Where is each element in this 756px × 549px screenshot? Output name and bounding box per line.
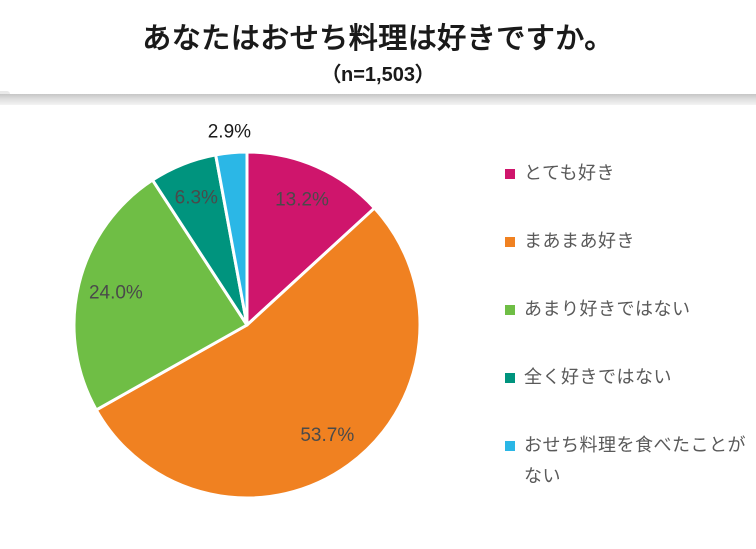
pie-slice-5 [214, 150, 249, 327]
legend-item-3: あまり好きではない [505, 294, 750, 325]
page-title: あなたはおせち料理は好きですか。 [142, 23, 614, 55]
chart-area: 13.2% 53.7% 24.0% 6.3% 2.9% とても好き まあまあ好き あまり… [0, 105, 756, 549]
header-divider [0, 94, 756, 105]
legend-label: とても好き [524, 163, 616, 183]
pie-data-label-1: 13.2% [275, 189, 329, 210]
pie-legend: とても好き まあまあ好き あまり好きではない 全く好きではない おせち料理を食べ… [505, 158, 750, 492]
legend-swatch-icon [505, 305, 515, 315]
legend-item-1: とても好き [505, 158, 750, 189]
sample-size-label: （n=1,503） [321, 63, 435, 86]
pie-data-label-2: 53.7% [300, 425, 354, 446]
legend-swatch-icon [505, 169, 515, 179]
chart-header: あなたはおせち料理は好きですか。 （n=1,503） [0, 0, 756, 92]
legend-swatch-icon [505, 441, 515, 451]
pie-data-label-5: 2.9% [208, 122, 251, 143]
pie-data-label-3: 24.0% [89, 282, 143, 303]
legend-swatch-icon [505, 373, 515, 383]
legend-item-5: おせち料理を食べたことがない [505, 430, 750, 492]
pie-slice-2 [94, 206, 422, 500]
legend-label: まあまあ好き [524, 231, 635, 251]
pie-data-label-4: 6.3% [175, 188, 218, 209]
legend-item-2: まあまあ好き [505, 226, 750, 257]
pie-slice-3 [72, 178, 249, 412]
pie-slice-1 [245, 150, 376, 327]
pie-chart-svg: 13.2% 53.7% 24.0% 6.3% 2.9% [72, 122, 422, 500]
legend-label: あまり好きではない [524, 299, 691, 319]
legend-label: 全く好きではない [524, 367, 672, 387]
legend-item-4: 全く好きではない [505, 362, 750, 393]
legend-swatch-icon [505, 237, 515, 247]
legend-label: おせち料理を食べたことがない [524, 435, 746, 486]
